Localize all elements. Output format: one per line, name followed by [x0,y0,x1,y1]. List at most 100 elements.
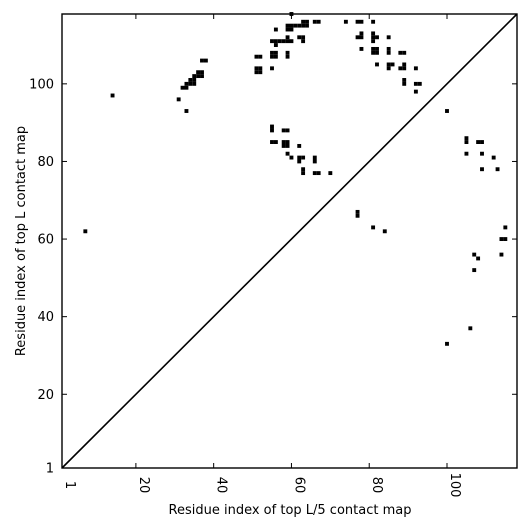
contact-point [375,35,379,40]
contact-point [402,81,407,86]
contact-point [464,140,469,144]
contact-point [312,159,317,164]
contact-point [413,66,418,71]
contact-point [355,19,360,24]
contact-point [297,143,302,148]
contact-point [413,89,418,94]
contact-point [371,39,376,44]
contact-point [289,23,294,28]
contact-point [491,155,496,160]
contact-point [312,171,317,176]
contact-point [305,19,309,24]
contact-point [371,19,376,24]
contact-point [270,39,274,44]
contact-point [301,23,306,28]
contact-point [277,39,282,44]
y-tick-label: 100 [29,77,54,92]
contact-point [188,81,193,86]
contact-point [445,109,449,113]
contact-point [258,66,263,71]
contact-point [285,39,290,44]
contact-point [402,66,407,71]
contact-point [192,81,197,86]
contact-point [355,209,360,214]
contact-point [355,213,360,218]
contact-point [371,50,376,55]
y-tick-label: 40 [37,310,54,325]
contact-point [413,81,418,86]
contact-point [371,31,376,36]
contact-point [472,252,477,257]
y-tick-label: 80 [37,155,54,170]
contact-point [301,39,306,44]
contact-point [297,155,302,160]
contact-point [503,225,508,230]
contact-point [386,46,391,51]
contact-point [285,27,290,32]
contact-point [270,54,274,59]
diagonal-line [61,13,518,469]
contact-point [375,62,379,67]
contact-point [468,326,473,331]
contact-point [480,140,484,144]
contact-point [289,155,294,160]
contact-point [305,23,309,28]
contact-point [254,66,259,71]
contact-point [375,50,379,55]
contact-point [371,225,376,230]
contact-point [285,151,290,156]
contact-point [398,66,403,71]
x-tick-label: 1 [62,481,77,489]
contact-point [270,66,274,71]
contact-point [464,151,469,156]
contact-point [386,50,391,55]
contact-point [281,143,286,148]
contact-point [258,70,263,75]
contact-point [355,35,360,40]
contact-point [254,54,259,59]
contact-point [200,74,204,79]
contact-point [285,35,290,40]
contact-point [371,35,376,40]
contact-point [359,31,364,36]
contact-point [297,23,302,28]
contact-point [375,46,379,51]
contact-point [386,62,391,67]
contact-point [110,93,115,98]
contact-point [196,70,201,75]
contact-point [386,66,391,71]
contact-point [503,237,508,242]
contact-point [285,140,290,144]
contact-point [273,140,278,144]
y-tick-label: 20 [37,388,54,403]
x-tick-label: 40 [214,477,229,494]
y-tick-label: 60 [37,233,54,248]
contact-point [297,35,302,40]
contact-point [382,229,387,234]
contact-point [258,54,263,59]
contact-point [316,19,321,24]
contact-point [188,78,193,82]
y-tick-label: 1 [46,462,54,477]
contact-point [281,128,286,133]
contact-point [417,81,422,86]
contact-point [402,62,407,67]
contact-point [254,70,259,75]
contact-point [200,58,204,63]
contact-point [464,136,469,141]
plot-frame [61,13,518,469]
contact-point [402,50,407,55]
contact-point [289,27,294,32]
contact-point [445,341,449,346]
contact-point [289,39,294,44]
contact-point [285,23,290,28]
contact-point [273,39,278,44]
contact-point [495,167,500,172]
contact-point [316,171,321,176]
y-axis-label: Residue index of top L contact map [14,126,29,356]
contact-point [281,140,286,144]
contact-point [176,97,181,102]
contact-point [270,50,274,55]
